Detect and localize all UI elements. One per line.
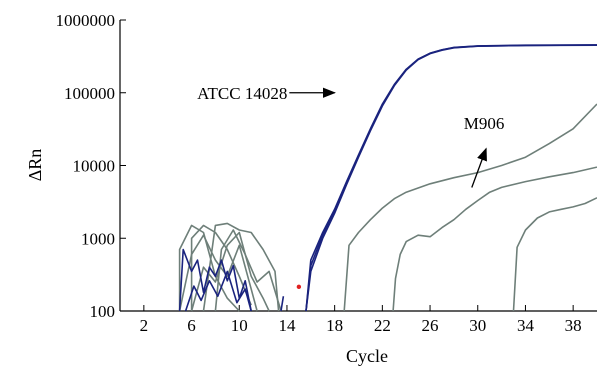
x-tick-label: 14 <box>278 316 296 335</box>
x-tick-label: 38 <box>565 316 582 335</box>
y-tick-label: 1000000 <box>56 11 116 30</box>
series-line-12 <box>214 229 282 312</box>
x-tick-label: 10 <box>231 316 248 335</box>
series-line-6 <box>512 197 597 312</box>
series-line-14 <box>184 270 252 312</box>
series-line-15 <box>280 296 285 312</box>
x-tick-label: 6 <box>187 316 196 335</box>
x-tick-label: 18 <box>326 316 343 335</box>
y-tick-label: 10000 <box>73 157 116 176</box>
series-layer <box>178 44 597 312</box>
y-axis-title: ΔRn <box>25 149 45 182</box>
x-tick-label: 34 <box>517 316 535 335</box>
series-line-5 <box>392 166 597 312</box>
annotations: ATCC 14028 M906 <box>197 84 504 188</box>
series-line-9 <box>202 222 280 312</box>
series-line-11 <box>190 231 270 312</box>
series-line-10 <box>178 234 258 312</box>
series-line-4 <box>343 103 597 312</box>
x-tick-label: 22 <box>374 316 391 335</box>
annotation-atcc-label: ATCC 14028 <box>197 84 287 103</box>
series-line-7 <box>178 224 240 312</box>
annotation-m906-label: M906 <box>464 114 505 133</box>
series-line-3 <box>305 44 597 312</box>
x-axis-title: Cycle <box>346 346 388 366</box>
y-tick-label: 100000 <box>64 84 115 103</box>
x-tick-label: 30 <box>469 316 486 335</box>
y-tick-label: 1000 <box>81 229 115 248</box>
series-line-8 <box>190 224 252 311</box>
axes: 2 6 10 14 18 22 26 30 34 381001000100001000001000… <box>56 11 597 335</box>
marker-point <box>296 284 302 290</box>
y-tick-label: 100 <box>90 302 116 321</box>
x-tick-label: 26 <box>422 316 439 335</box>
annotation-m906-arrow-up <box>471 147 487 188</box>
x-tick-label: 2 <box>140 316 149 335</box>
